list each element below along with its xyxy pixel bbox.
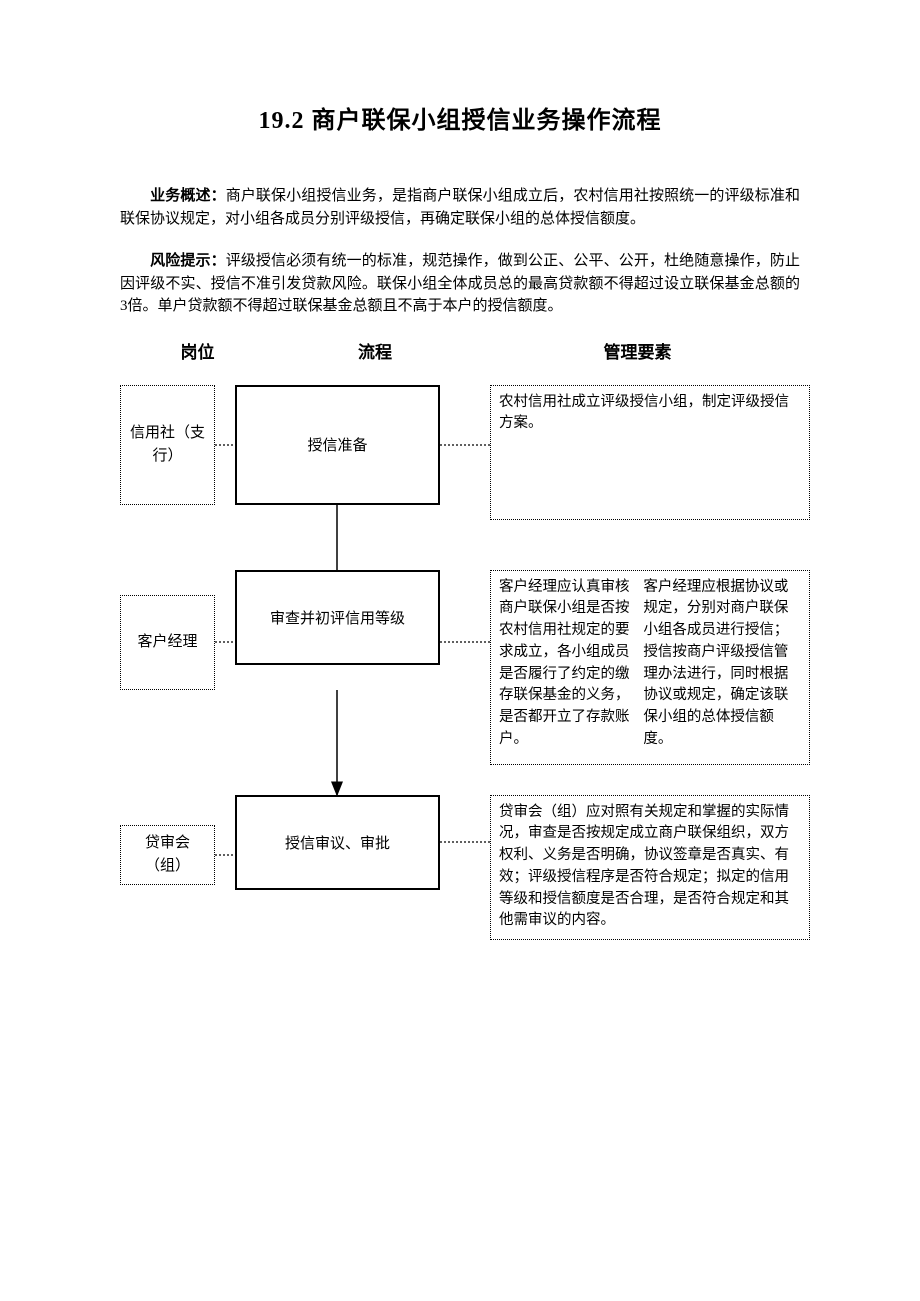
header-position: 岗位 <box>120 338 275 363</box>
column-headers: 岗位 流程 管理要素 <box>100 338 820 363</box>
flowchart-diagram: 信用社（支行）授信准备农村信用社成立评级授信小组，制定评级授信方案。客户经理审查… <box>100 375 820 995</box>
flow-step-box: 审查并初评信用等级 <box>235 570 440 665</box>
position-box: 客户经理 <box>120 595 215 690</box>
management-box: 农村信用社成立评级授信小组，制定评级授信方案。 <box>490 385 810 520</box>
management-box: 贷审会（组）应对照有关规定和掌握的实际情况，审查是否按规定成立商户联保组织，双方… <box>490 795 810 940</box>
flow-step-box: 授信准备 <box>235 385 440 505</box>
flow-step-box: 授信审议、审批 <box>235 795 440 890</box>
overview-label: 业务概述： <box>150 188 226 204</box>
management-box: 客户经理应认真审核商户联保小组是否按农村信用社规定的要求成立，各小组成员是否履行… <box>490 570 810 765</box>
position-box: 信用社（支行） <box>120 385 215 505</box>
risk-label: 风险提示： <box>150 253 226 269</box>
header-management: 管理要素 <box>475 338 800 363</box>
page-title: 19.2 商户联保小组授信业务操作流程 <box>100 100 820 135</box>
header-flow: 流程 <box>275 338 475 363</box>
risk-paragraph: 风险提示：评级授信必须有统一的标准，规范操作，做到公正、公平、公开，杜绝随意操作… <box>120 250 800 318</box>
position-box: 贷审会（组） <box>120 825 215 885</box>
overview-paragraph: 业务概述：商户联保小组授信业务，是指商户联保小组成立后，农村信用社按照统一的评级… <box>120 185 800 230</box>
